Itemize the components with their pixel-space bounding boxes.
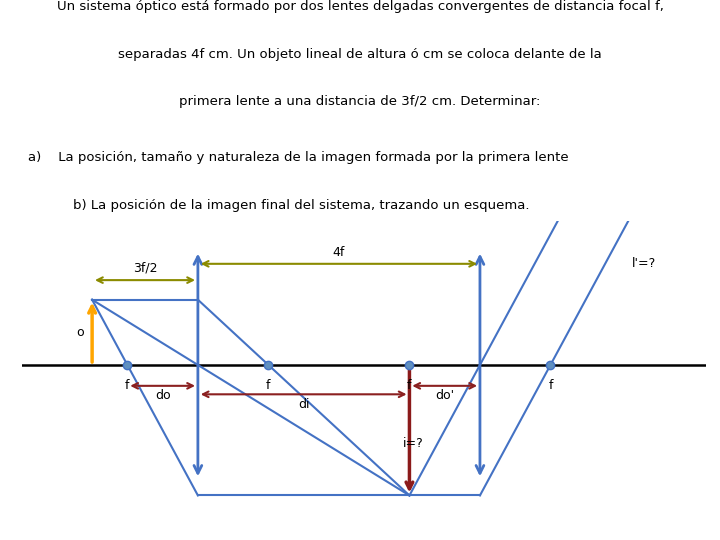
Text: di: di bbox=[298, 397, 310, 410]
Text: Un sistema óptico está formado por dos lentes delgadas convergentes de distancia: Un sistema óptico está formado por dos l… bbox=[57, 0, 663, 13]
Text: do': do' bbox=[435, 389, 454, 402]
Text: f: f bbox=[266, 379, 271, 392]
Text: 4f: 4f bbox=[333, 246, 345, 259]
Text: do: do bbox=[155, 389, 171, 402]
Text: f: f bbox=[408, 379, 412, 392]
Text: b) La posición de la imagen final del sistema, trazando un esquema.: b) La posición de la imagen final del si… bbox=[56, 199, 529, 212]
Text: primera lente a una distancia de 3f/2 cm. Determinar:: primera lente a una distancia de 3f/2 cm… bbox=[179, 95, 541, 108]
Text: 3f/2: 3f/2 bbox=[132, 262, 157, 275]
Text: i=?: i=? bbox=[402, 437, 423, 450]
Text: separadas 4f cm. Un objeto lineal de altura ó cm se coloca delante de la: separadas 4f cm. Un objeto lineal de alt… bbox=[118, 48, 602, 60]
Text: l'=?: l'=? bbox=[631, 258, 656, 271]
Text: o: o bbox=[76, 326, 84, 339]
Text: f: f bbox=[548, 379, 553, 392]
Text: f: f bbox=[125, 379, 130, 392]
Text: a)    La posición, tamaño y naturaleza de la imagen formada por la primera lente: a) La posición, tamaño y naturaleza de l… bbox=[28, 151, 569, 164]
